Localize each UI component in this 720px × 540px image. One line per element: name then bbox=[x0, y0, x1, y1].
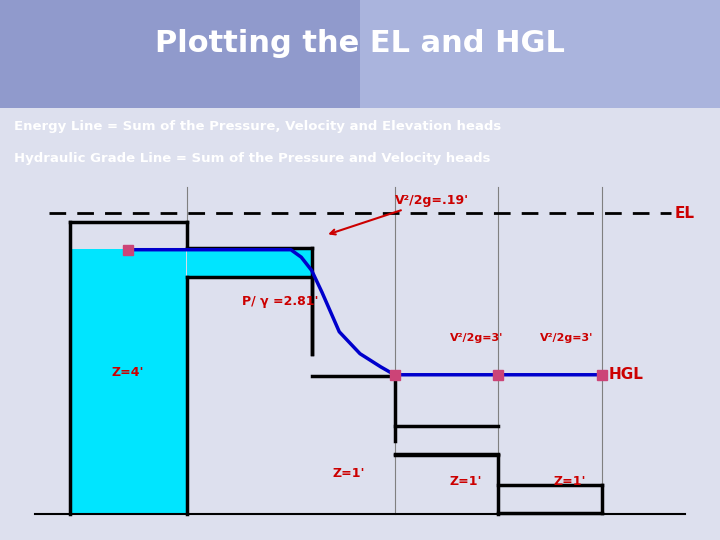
Text: V²/2g=.19': V²/2g=.19' bbox=[330, 194, 469, 234]
Text: EL: EL bbox=[675, 206, 695, 221]
Polygon shape bbox=[187, 249, 312, 276]
Polygon shape bbox=[71, 249, 186, 513]
Text: Z=4': Z=4' bbox=[111, 366, 144, 379]
Text: Z=1': Z=1' bbox=[450, 475, 482, 488]
Text: Energy Line = Sum of the Pressure, Velocity and Elevation heads: Energy Line = Sum of the Pressure, Veloc… bbox=[14, 120, 502, 133]
Text: Plotting the EL and HGL: Plotting the EL and HGL bbox=[155, 29, 565, 58]
Text: V²/2g=3': V²/2g=3' bbox=[450, 333, 503, 342]
Text: P/ γ =2.81': P/ γ =2.81' bbox=[243, 295, 319, 308]
Text: Z=1': Z=1' bbox=[333, 467, 365, 480]
Text: V²/2g=3': V²/2g=3' bbox=[540, 333, 593, 342]
Text: Z=1': Z=1' bbox=[554, 475, 586, 488]
Text: Hydraulic Grade Line = Sum of the Pressure and Velocity heads: Hydraulic Grade Line = Sum of the Pressu… bbox=[14, 152, 491, 165]
Text: HGL: HGL bbox=[609, 367, 644, 382]
